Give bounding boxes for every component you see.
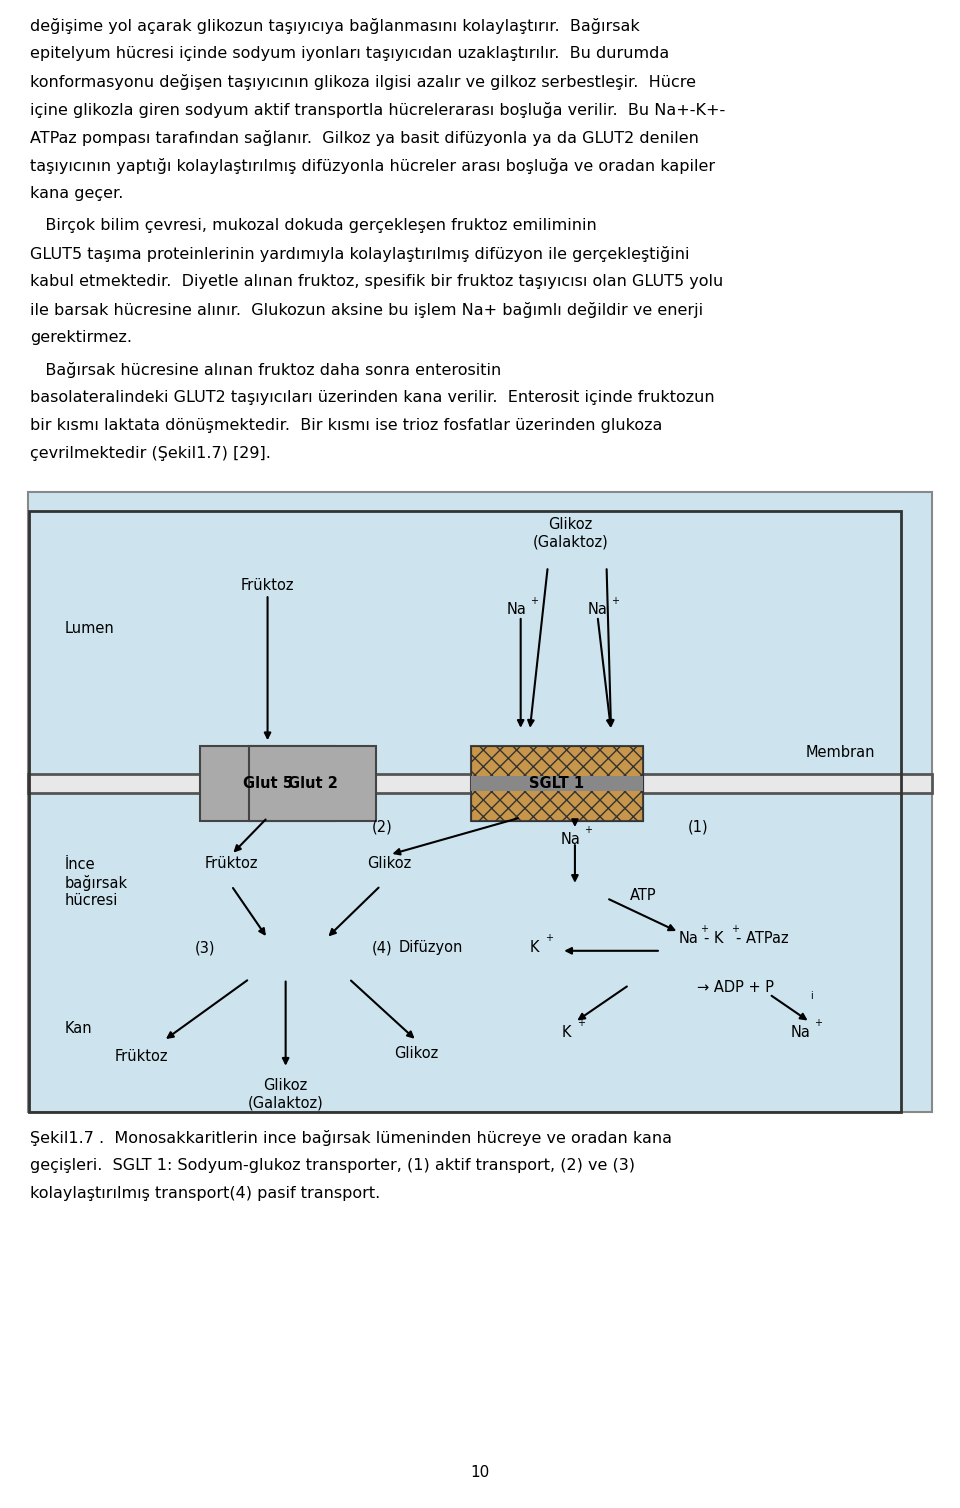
Text: Früktoz: Früktoz bbox=[204, 857, 258, 872]
Text: epitelyum hücresi içinde sodyum iyonları taşıyıcıdan uzaklaştırılır.  Bu durumda: epitelyum hücresi içinde sodyum iyonları… bbox=[30, 47, 669, 60]
Text: K: K bbox=[562, 1025, 570, 1041]
Text: ile barsak hücresine alınır.  Glukozun aksine bu işlem Na+ bağımlı değildir ve e: ile barsak hücresine alınır. Glukozun ak… bbox=[30, 302, 703, 318]
Text: geçişleri.  SGLT 1: Sodyum-glukoz transporter, (1) aktif transport, (2) ve (3): geçişleri. SGLT 1: Sodyum-glukoz transpo… bbox=[30, 1158, 635, 1173]
Text: - ATPaz: - ATPaz bbox=[735, 930, 788, 946]
Text: +: + bbox=[732, 924, 739, 933]
Text: Membran: Membran bbox=[805, 745, 875, 760]
Bar bbox=[471, 746, 643, 820]
Bar bbox=[250, 746, 376, 820]
Text: SGLT 1: SGLT 1 bbox=[529, 777, 585, 790]
Text: → ADP + P: → ADP + P bbox=[697, 980, 774, 995]
Bar bbox=[28, 774, 932, 793]
Text: K: K bbox=[530, 939, 539, 955]
Text: Glikoz: Glikoz bbox=[395, 1045, 439, 1060]
Text: İnce
bağırsak
hücresi: İnce bağırsak hücresi bbox=[64, 857, 128, 908]
Bar bbox=[28, 492, 932, 1111]
Text: Glikoz
(Galaktoz): Glikoz (Galaktoz) bbox=[248, 1078, 324, 1110]
Text: Früktoz: Früktoz bbox=[241, 578, 295, 593]
Text: 10: 10 bbox=[470, 1464, 490, 1479]
Text: Lumen: Lumen bbox=[64, 621, 114, 636]
Text: i: i bbox=[810, 991, 813, 1001]
Bar bbox=[471, 775, 643, 792]
Text: taşıyıcının yaptığı kolaylaştırılmış difüzyonla hücreler arası boşluğa ve oradan: taşıyıcının yaptığı kolaylaştırılmış dif… bbox=[30, 158, 715, 173]
Text: GLUT5 taşıma proteinlerinin yardımıyla kolaylaştırılmış difüzyon ile gerçekleşti: GLUT5 taşıma proteinlerinin yardımıyla k… bbox=[30, 246, 689, 262]
Text: kolaylaştırılmış transport(4) pasif transport.: kolaylaştırılmış transport(4) pasif tran… bbox=[30, 1185, 380, 1200]
Text: Glikoz
(Galaktoz): Glikoz (Galaktoz) bbox=[533, 517, 609, 549]
Text: Kan: Kan bbox=[64, 1021, 92, 1036]
Text: Früktoz: Früktoz bbox=[114, 1048, 168, 1063]
Text: ATP: ATP bbox=[630, 888, 656, 902]
Text: +: + bbox=[530, 596, 538, 606]
Text: Bağırsak hücresine alınan fruktoz daha sonra enterositin: Bağırsak hücresine alınan fruktoz daha s… bbox=[30, 362, 501, 379]
Text: konformasyonu değişen taşıyıcının glikoza ilgisi azalır ve gilkoz serbestleşir. : konformasyonu değişen taşıyıcının glikoz… bbox=[30, 74, 696, 90]
Bar bbox=[200, 746, 335, 820]
Text: ATPaz pompası tarafından sağlanır.  Gilkoz ya basit difüzyonla ya da GLUT2 denil: ATPaz pompası tarafından sağlanır. Gilko… bbox=[30, 130, 699, 146]
Text: Na: Na bbox=[588, 602, 608, 617]
Text: çevrilmektedir (Şekil1.7) [29].: çevrilmektedir (Şekil1.7) [29]. bbox=[30, 446, 271, 461]
Text: - K: - K bbox=[705, 930, 724, 946]
Text: basolateralindeki GLUT2 taşıyıcıları üzerinden kana verilir.  Enterosit içinde f: basolateralindeki GLUT2 taşıyıcıları üze… bbox=[30, 391, 714, 406]
Text: +: + bbox=[814, 1018, 823, 1028]
Text: kana geçer.: kana geçer. bbox=[30, 185, 124, 201]
Text: Na: Na bbox=[506, 602, 526, 617]
Text: (1): (1) bbox=[688, 819, 708, 834]
Text: (2): (2) bbox=[372, 819, 393, 834]
Text: +: + bbox=[700, 924, 708, 933]
Bar bbox=[29, 511, 901, 1111]
Text: Şekil1.7 .  Monosakkaritlerin ince bağırsak lümeninden hücreye ve oradan kana: Şekil1.7 . Monosakkaritlerin ince bağırs… bbox=[30, 1129, 672, 1146]
Text: +: + bbox=[545, 933, 553, 944]
Text: (4): (4) bbox=[372, 939, 392, 955]
Text: Glut 2: Glut 2 bbox=[288, 777, 338, 790]
Text: bir kısmı laktata dönüşmektedir.  Bir kısmı ise trioz fosfatlar üzerinden glukoz: bir kısmı laktata dönüşmektedir. Bir kıs… bbox=[30, 418, 662, 433]
Text: +: + bbox=[612, 596, 619, 606]
Text: kabul etmektedir.  Diyetle alınan fruktoz, spesifik bir fruktoz taşıyıcısı olan : kabul etmektedir. Diyetle alınan fruktoz… bbox=[30, 274, 723, 290]
Text: +: + bbox=[584, 825, 592, 835]
Text: Na: Na bbox=[791, 1025, 811, 1041]
Text: Na: Na bbox=[561, 832, 581, 846]
Text: Glikoz: Glikoz bbox=[368, 857, 412, 872]
Text: Glut 5: Glut 5 bbox=[243, 777, 293, 790]
Bar bbox=[471, 746, 643, 820]
Text: Na: Na bbox=[679, 930, 699, 946]
Text: (3): (3) bbox=[195, 939, 216, 955]
Text: içine glikozla giren sodyum aktif transportla hücrelerarası boşluğa verilir.  Bu: içine glikozla giren sodyum aktif transp… bbox=[30, 103, 725, 118]
Text: değişime yol açarak glikozun taşıyıcıya bağlanmasını kolaylaştırır.  Bağırsak: değişime yol açarak glikozun taşıyıcıya … bbox=[30, 18, 639, 35]
Text: +: + bbox=[577, 1018, 585, 1028]
Text: gerektirmez.: gerektirmez. bbox=[30, 330, 132, 345]
Text: Difüzyon: Difüzyon bbox=[398, 939, 463, 955]
Text: Birçok bilim çevresi, mukozal dokuda gerçekleşen fruktoz emiliminin: Birçok bilim çevresi, mukozal dokuda ger… bbox=[30, 219, 597, 234]
